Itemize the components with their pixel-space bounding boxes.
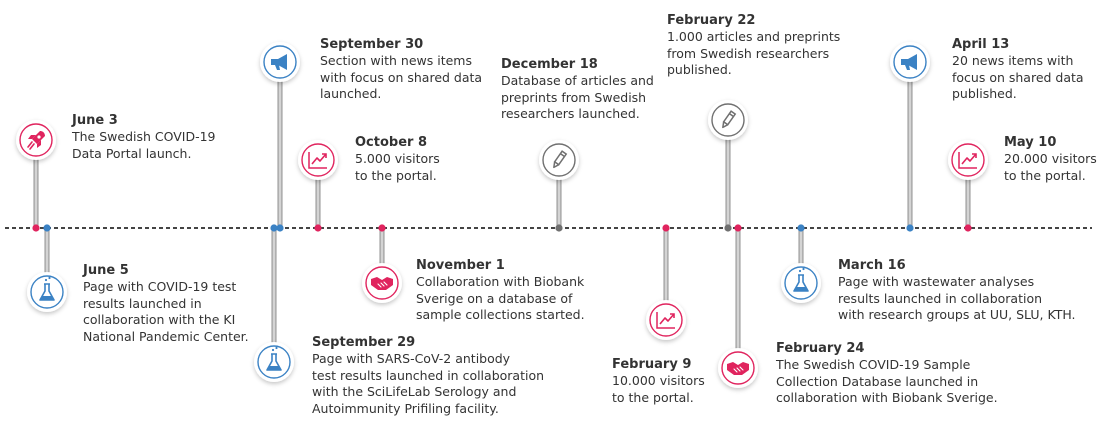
connector-nov1 xyxy=(379,228,385,283)
timeline-dot-mar16 xyxy=(797,224,805,232)
event-badge-jun3 xyxy=(16,120,56,160)
event-feb9: February 9 10.000 visitors to the portal. xyxy=(612,356,705,406)
timeline-dot-jun5 xyxy=(43,224,51,232)
timeline-dot-nov1 xyxy=(378,224,386,232)
chart-icon xyxy=(308,152,327,169)
timeline-dot-sep29 xyxy=(270,224,278,232)
event-badge-feb22 xyxy=(708,100,748,140)
event-description: 5.000 visitors to the portal. xyxy=(355,151,440,183)
connector-sep30 xyxy=(277,62,283,228)
event-badge-jun5 xyxy=(27,272,67,312)
handshake-icon xyxy=(371,277,393,290)
event-badge-feb9 xyxy=(646,300,686,340)
event-badge-nov1 xyxy=(362,263,402,303)
pencil-icon xyxy=(722,110,737,129)
timeline-dot-feb22 xyxy=(724,224,732,232)
connector-sep29 xyxy=(271,228,277,362)
megaphone-icon xyxy=(271,54,287,70)
timeline-dot-may10 xyxy=(964,224,972,232)
event-description: Page with COVID-19 test results launched… xyxy=(83,279,249,344)
timeline-dot-feb24 xyxy=(734,224,742,232)
event-date: October 8 xyxy=(355,135,428,150)
event-description: Page with wastewater analyses results la… xyxy=(838,274,1076,322)
event-description: Collaboration with Biobank Sverige on a … xyxy=(416,274,585,322)
rocket-icon xyxy=(27,131,45,150)
event-feb22: February 22 1.000 articles and preprints … xyxy=(667,12,840,79)
event-date: June 3 xyxy=(72,113,118,128)
event-jun5: June 5 Page with COVID-19 test results la… xyxy=(83,262,249,345)
event-may10: May 10 20.000 visitors to the portal. xyxy=(1004,134,1097,184)
connector-dec18 xyxy=(556,160,562,228)
event-date: February 9 xyxy=(612,357,692,372)
event-oct8: October 8 5.000 visitors to the portal. xyxy=(355,134,440,184)
connector-may10 xyxy=(965,160,971,228)
event-date: September 30 xyxy=(320,37,424,52)
event-nov1: November 1 Collaboration with Biobank Sve… xyxy=(416,257,585,324)
event-dec18: December 18 Database of articles and prep… xyxy=(501,56,654,123)
event-badge-sep30 xyxy=(260,42,300,82)
connector-mar16 xyxy=(798,228,804,283)
connector-jun5 xyxy=(44,228,50,292)
event-badge-feb24 xyxy=(718,348,758,388)
event-apr13: April 13 20 news items with focus on shar… xyxy=(952,36,1084,103)
handshake-icon xyxy=(727,362,749,375)
connector-feb9 xyxy=(663,228,669,320)
event-badge-apr13 xyxy=(890,42,930,82)
connector-oct8 xyxy=(315,160,321,228)
event-date: December 18 xyxy=(501,57,598,72)
event-description: The Swedish COVID-19 Sample Collection D… xyxy=(776,357,998,405)
event-description: Section with news items with focus on sh… xyxy=(320,53,483,101)
event-badge-oct8 xyxy=(298,140,338,180)
event-description: 10.000 visitors to the portal. xyxy=(612,373,705,405)
flask-icon xyxy=(39,276,55,301)
event-mar16: March 16 Page with wastewater analyses re… xyxy=(838,257,1076,324)
chart-icon xyxy=(656,312,675,329)
event-sep30: September 30 Section with news items with… xyxy=(320,36,482,103)
connector-feb22 xyxy=(725,120,731,228)
event-badge-may10 xyxy=(948,140,988,180)
timeline-dot-sep30 xyxy=(276,224,284,232)
event-description: The Swedish COVID-19 Data Portal launch. xyxy=(72,129,216,161)
event-date: June 5 xyxy=(83,263,129,278)
event-date: March 16 xyxy=(838,258,906,273)
timeline-dot-dec18 xyxy=(555,224,563,232)
event-badge-mar16 xyxy=(781,263,821,303)
event-description: 20 news items with focus on shared data … xyxy=(952,53,1084,101)
timeline-dot-feb9 xyxy=(662,224,670,232)
event-jun3: June 3 The Swedish COVID-19 Data Portal l… xyxy=(72,112,216,162)
event-date: April 13 xyxy=(952,37,1010,52)
event-description: Database of articles and preprints from … xyxy=(501,73,654,121)
connector-feb24 xyxy=(735,228,741,368)
event-date: February 22 xyxy=(667,13,756,28)
event-badge-dec18 xyxy=(539,140,579,180)
timeline-dot-jun3 xyxy=(32,224,40,232)
megaphone-icon xyxy=(901,54,917,70)
event-feb24: February 24 The Swedish COVID-19 Sample C… xyxy=(776,340,998,407)
event-description: 20.000 visitors to the portal. xyxy=(1004,151,1097,183)
event-description: 1.000 articles and preprints from Swedis… xyxy=(667,29,841,77)
event-date: November 1 xyxy=(416,258,505,273)
flask-icon xyxy=(793,267,809,292)
event-badge-sep29 xyxy=(254,342,294,382)
connector-apr13 xyxy=(907,62,913,228)
event-date: September 29 xyxy=(312,335,416,350)
event-sep29: September 29 Page with SARS-CoV-2 antibod… xyxy=(312,334,544,417)
event-date: May 10 xyxy=(1004,135,1057,150)
chart-icon xyxy=(958,152,977,169)
timeline-dot-apr13 xyxy=(906,224,914,232)
event-date: February 24 xyxy=(776,341,865,356)
pencil-icon xyxy=(553,150,568,169)
connector-jun3 xyxy=(33,140,39,228)
timeline-dot-oct8 xyxy=(314,224,322,232)
flask-icon xyxy=(266,346,282,371)
event-description: Page with SARS-CoV-2 antibody test resul… xyxy=(312,351,545,416)
